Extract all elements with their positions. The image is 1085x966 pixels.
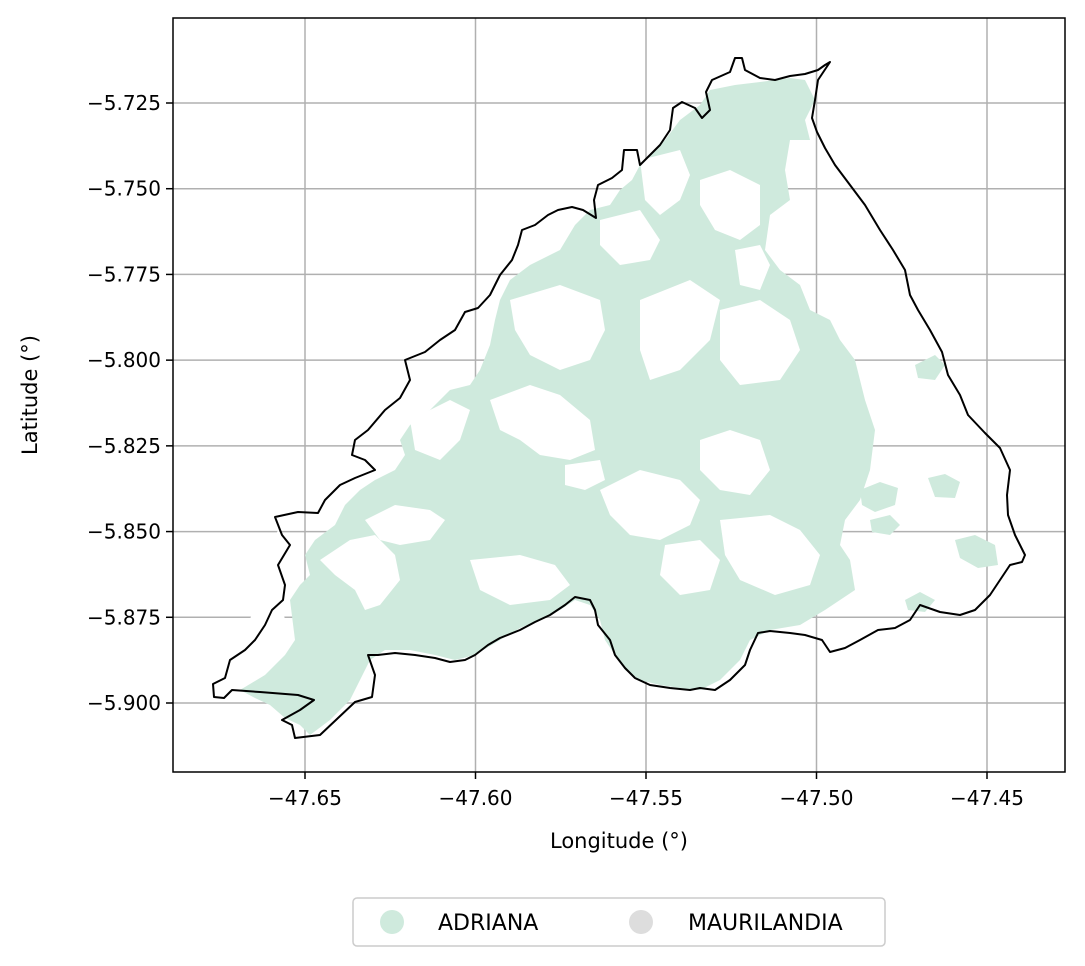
- y-tick-label: −5.775: [87, 262, 161, 286]
- y-tick-label: −5.750: [87, 177, 161, 201]
- legend-marker-maurilandia: [629, 910, 653, 934]
- x-tick-label: −47.60: [438, 786, 512, 810]
- plot-frame: [172, 17, 1066, 773]
- cleared-patches: [245, 150, 820, 660]
- x-tick-label: −47.65: [268, 786, 342, 810]
- legend-marker-adriana: [380, 910, 404, 934]
- legend-label-maurilandia: MAURILANDIA: [688, 911, 843, 936]
- y-tick-label: −5.850: [87, 520, 161, 544]
- x-tick-label: −47.45: [950, 786, 1024, 810]
- x-tick-label: −47.50: [779, 786, 853, 810]
- eastern-patches: [860, 355, 998, 612]
- legend-box: [352, 897, 886, 947]
- municipality-boundary: [212, 57, 1026, 739]
- y-axis-ticks: −5.725 −5.750 −5.775 −5.800 −5.825 −5.850 −5.8…: [87, 91, 173, 715]
- x-axis-ticks: −47.65 −47.60 −47.55 −47.50 −47.45: [268, 772, 1024, 810]
- legend: ADRIANA MAURILANDIA: [352, 897, 886, 947]
- legend-label-adriana: ADRIANA: [438, 911, 538, 936]
- y-tick-label: −5.725: [87, 91, 161, 115]
- y-tick-label: −5.900: [87, 691, 161, 715]
- x-axis-label: Longitude (°): [550, 829, 688, 853]
- y-tick-label: −5.875: [87, 605, 161, 629]
- x-tick-label: −47.55: [609, 786, 683, 810]
- y-axis-label: Latitude (°): [18, 335, 42, 455]
- y-tick-label: −5.800: [87, 348, 161, 372]
- y-tick-label: −5.825: [87, 434, 161, 458]
